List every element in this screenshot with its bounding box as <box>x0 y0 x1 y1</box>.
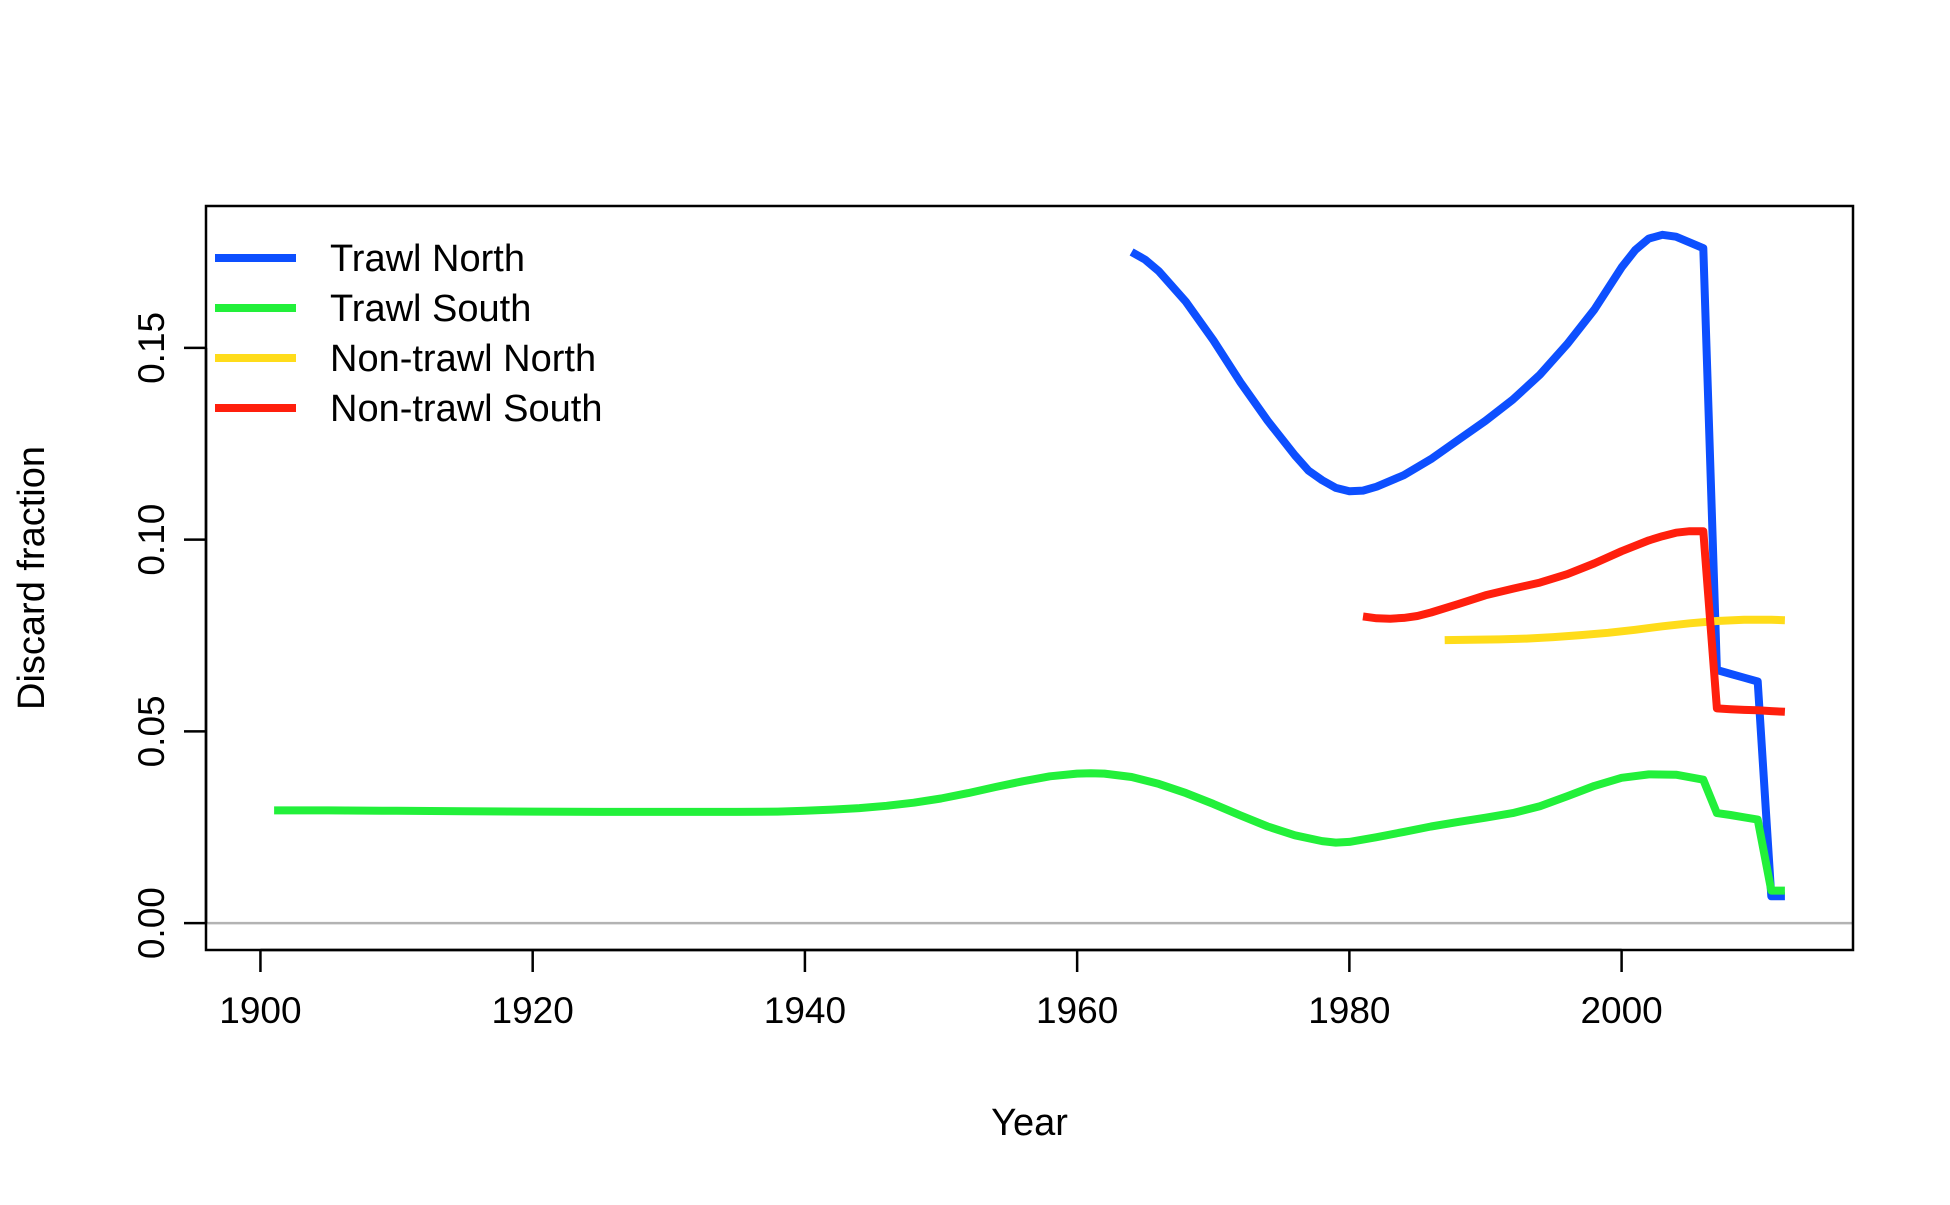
y-tick-label: 0.15 <box>131 312 172 384</box>
x-tick-label: 2000 <box>1580 990 1662 1031</box>
legend-label: Trawl North <box>330 238 525 280</box>
y-axis-title: Discard fraction <box>11 446 53 710</box>
legend-label: Trawl South <box>330 288 531 330</box>
legend-label: Non-trawl North <box>330 338 596 380</box>
y-tick-label: 0.10 <box>131 504 172 576</box>
x-tick-label: 1900 <box>219 990 301 1031</box>
series-line-non-trawl-north <box>1444 615 1786 645</box>
x-tick-label: 1960 <box>1036 990 1118 1031</box>
legend: Trawl North Trawl South Non-trawl North Non… <box>215 238 602 430</box>
series-line-non-trawl-south <box>1362 527 1786 716</box>
x-axis-title: Year <box>991 1102 1068 1144</box>
y-tick-label: 0.00 <box>131 887 172 959</box>
x-tick-label: 1920 <box>492 990 574 1031</box>
y-tick-label: 0.05 <box>131 695 172 767</box>
series-line-trawl-south <box>274 769 1785 895</box>
x-tick-label: 1980 <box>1308 990 1390 1031</box>
series-layer <box>274 230 1786 901</box>
x-tick-label: 1940 <box>764 990 846 1031</box>
legend-label: Non-trawl South <box>330 388 602 430</box>
x-axis: 1900 1920 1940 1960 1980 2000 <box>219 948 1663 1031</box>
y-axis: 0.00 0.05 0.10 0.15 <box>131 312 208 959</box>
series-line-trawl-north <box>1129 230 1785 901</box>
